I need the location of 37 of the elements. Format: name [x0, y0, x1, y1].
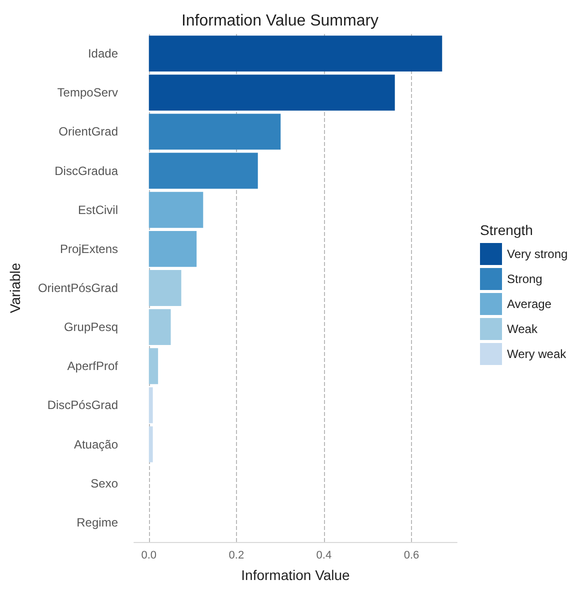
legend-label: Average [507, 297, 552, 311]
y-tick-label: Sexo [90, 476, 118, 490]
y-tick-label: Atuação [74, 437, 118, 452]
bar [148, 36, 442, 72]
y-tick-label: DiscPósGrad [47, 398, 118, 412]
legend-label: Strong [507, 272, 542, 286]
x-tick-label: 0.6 [404, 550, 420, 562]
x-tick-label: 0.4 [316, 550, 332, 562]
y-tick-label: Idade [88, 46, 118, 61]
y-tick-label: GrupPesq [64, 320, 118, 334]
bar [148, 114, 281, 150]
legend-label: Wery weak [507, 347, 568, 361]
bar [148, 270, 182, 306]
bar [148, 192, 204, 228]
bar [148, 230, 197, 267]
y-tick-label: OrientPósGrad [38, 281, 118, 295]
bar [148, 348, 158, 384]
bar [148, 152, 258, 189]
x-tick-label: 0.0 [141, 550, 157, 562]
y-tick-label: DiscGradua [54, 164, 118, 178]
y-tick-label: OrientGrad [58, 124, 118, 139]
x-axis-title: Information Value [241, 567, 350, 583]
bar [148, 426, 153, 462]
bar [148, 74, 395, 111]
y-tick-label: EstCivil [78, 202, 118, 217]
bar [148, 309, 171, 346]
y-axis-title: Variable [7, 262, 23, 314]
legend-title: Strength [480, 222, 533, 238]
x-tick-label: 0.2 [228, 550, 244, 562]
y-tick-label: TempoServ [57, 86, 118, 100]
y-tick-label: ProjExtens [60, 242, 118, 256]
bar [148, 387, 153, 424]
chart-title: Information Value Summary [181, 12, 379, 30]
legend-label: Very strong [507, 247, 568, 261]
y-tick-label: AperfProf [67, 359, 119, 374]
legend-label: Weak [507, 322, 538, 336]
y-tick-label: Regime [76, 515, 118, 530]
